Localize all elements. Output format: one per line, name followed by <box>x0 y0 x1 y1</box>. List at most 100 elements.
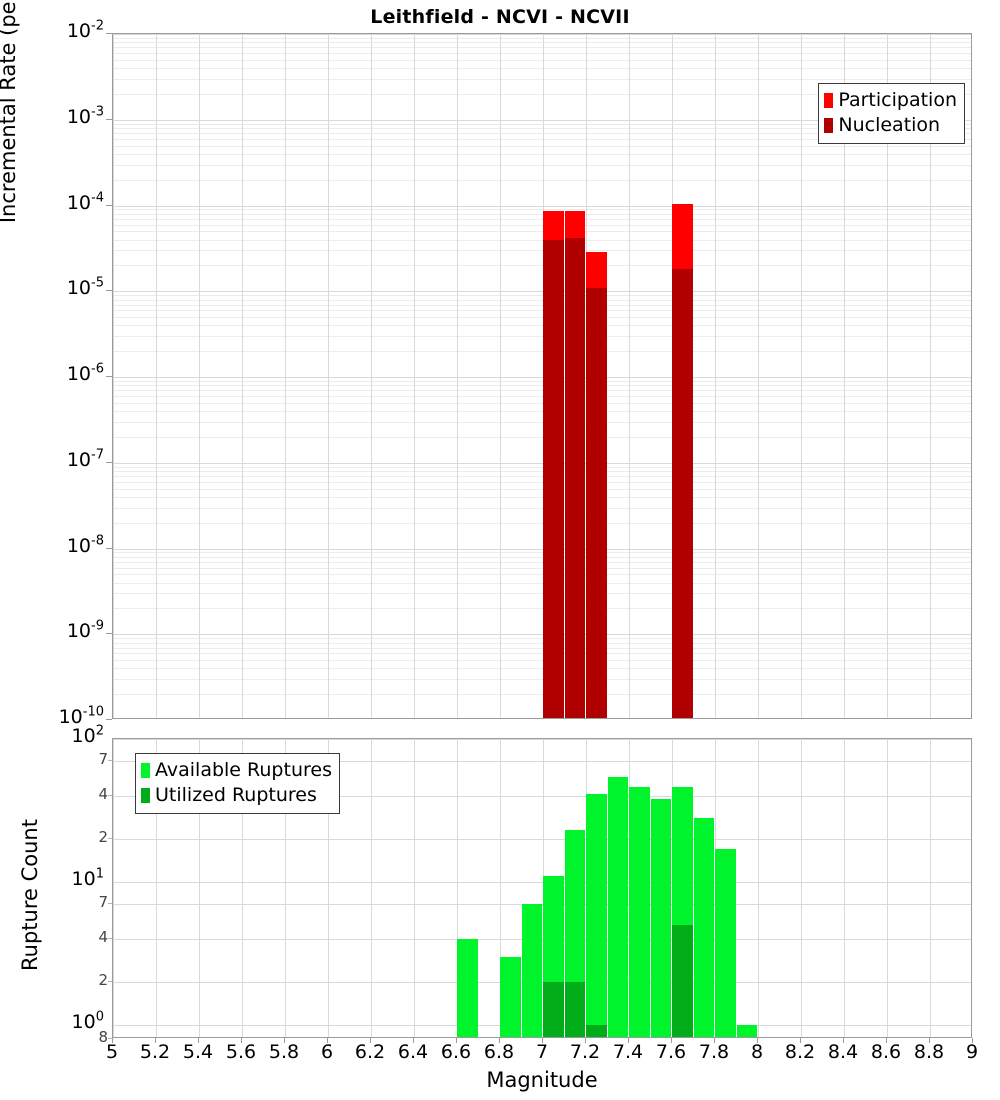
gridline <box>328 34 329 718</box>
gridline <box>371 34 372 718</box>
bottom-plot-area <box>113 739 971 1037</box>
y-tick-mark <box>106 633 112 635</box>
y-tick-label: 101 <box>71 866 104 891</box>
gridline <box>242 739 243 1037</box>
gridline <box>113 552 971 554</box>
gridline <box>113 37 971 39</box>
x-tick-label: 6.2 <box>354 1041 386 1063</box>
gridline <box>113 380 971 382</box>
x-tick-mark <box>112 1038 113 1043</box>
gridline <box>113 304 971 306</box>
x-tick-label: 8.2 <box>784 1041 816 1063</box>
legend-rupture-counts: Available Ruptures Utilized Ruptures <box>135 753 340 814</box>
bar-utilized-ruptures <box>586 1025 607 1037</box>
y-tick-label: 102 <box>71 723 104 747</box>
gridline <box>113 47 971 49</box>
gridline <box>113 548 971 550</box>
gridline <box>113 653 971 655</box>
x-tick-mark <box>757 1038 758 1043</box>
x-tick-mark <box>800 1038 801 1043</box>
legend-label: Nucleation <box>838 114 941 136</box>
gridline <box>457 739 458 1037</box>
gridline <box>113 34 114 718</box>
gridline <box>113 567 971 569</box>
y-tick-label: 10-10 <box>58 704 104 728</box>
gridline <box>113 679 971 681</box>
gridline <box>113 291 971 293</box>
gridline <box>113 668 971 670</box>
y-tick-mark <box>106 376 112 377</box>
bottom-chart-panel: Available Ruptures Utilized Ruptures <box>112 738 972 1038</box>
y-tick-mark <box>106 290 112 292</box>
gridline <box>113 213 971 215</box>
gridline <box>242 34 243 718</box>
x-tick-label: 5.2 <box>139 1041 171 1063</box>
y-tick-label: 10-4 <box>66 190 104 214</box>
bar-available-ruptures <box>586 794 607 1037</box>
gridline <box>758 34 759 718</box>
gridline <box>113 574 971 576</box>
gridline <box>113 939 971 940</box>
gridline <box>328 739 329 1037</box>
gridline <box>113 739 114 1037</box>
bar-nucleation <box>672 269 693 718</box>
bar-available-ruptures <box>521 904 542 1037</box>
x-tick-mark <box>284 1038 285 1043</box>
x-tick-label: 7.8 <box>698 1041 730 1063</box>
legend-swatch-icon <box>141 763 150 778</box>
gridline <box>113 507 971 509</box>
gridline <box>113 224 971 226</box>
y-tick-label: 10-7 <box>66 447 104 471</box>
gridline <box>113 462 971 464</box>
gridline <box>414 739 415 1037</box>
x-tick-mark <box>198 1038 199 1043</box>
x-tick-label: 8.6 <box>870 1041 902 1063</box>
x-tick-label: 8 <box>750 1041 764 1063</box>
x-tick-label: 7.2 <box>569 1041 601 1063</box>
bar-available-ruptures <box>457 939 478 1037</box>
gridline <box>113 317 971 319</box>
x-tick-mark <box>155 1038 156 1043</box>
gridline <box>113 205 971 207</box>
gridline <box>113 68 971 70</box>
bar-utilized-ruptures <box>564 982 585 1037</box>
gridline <box>113 496 971 498</box>
gridline <box>887 34 888 718</box>
x-tick-label: 6 <box>320 1041 334 1063</box>
gridline <box>113 411 971 413</box>
x-tick-mark <box>499 1038 500 1043</box>
legend-swatch-icon <box>824 93 834 108</box>
page-title: Leithfield - NCVI - NCVII <box>370 6 630 28</box>
x-tick-mark <box>714 1038 715 1043</box>
top-plot-area <box>113 34 971 718</box>
y-tick-mark <box>108 1038 112 1039</box>
gridline <box>113 396 971 398</box>
x-tick-mark <box>843 1038 844 1043</box>
gridline <box>113 642 971 644</box>
gridline <box>113 556 971 558</box>
gridline <box>844 34 845 718</box>
gridline <box>758 739 759 1037</box>
gridline <box>113 471 971 473</box>
x-tick-label: 7 <box>535 1041 549 1063</box>
legend-item: Utilized Ruptures <box>141 783 332 808</box>
gridline <box>113 42 971 44</box>
x-tick-label: 6.4 <box>397 1041 429 1063</box>
gridline <box>113 179 971 181</box>
legend-item: Available Ruptures <box>141 758 332 783</box>
gridline <box>887 739 888 1037</box>
gridline <box>113 739 971 740</box>
gridline <box>199 34 200 718</box>
bar-available-ruptures <box>736 1025 757 1037</box>
bar-nucleation <box>586 287 607 718</box>
y-tick-mark <box>106 33 112 34</box>
y-tick-label: 100 <box>71 1009 104 1034</box>
x-tick-mark <box>929 1038 930 1043</box>
gridline <box>113 647 971 649</box>
gridline <box>715 34 716 718</box>
gridline <box>113 694 971 696</box>
gridline <box>113 761 971 763</box>
gridline <box>199 739 200 1037</box>
gridline <box>285 34 286 718</box>
x-tick-label: 8.4 <box>827 1041 859 1063</box>
